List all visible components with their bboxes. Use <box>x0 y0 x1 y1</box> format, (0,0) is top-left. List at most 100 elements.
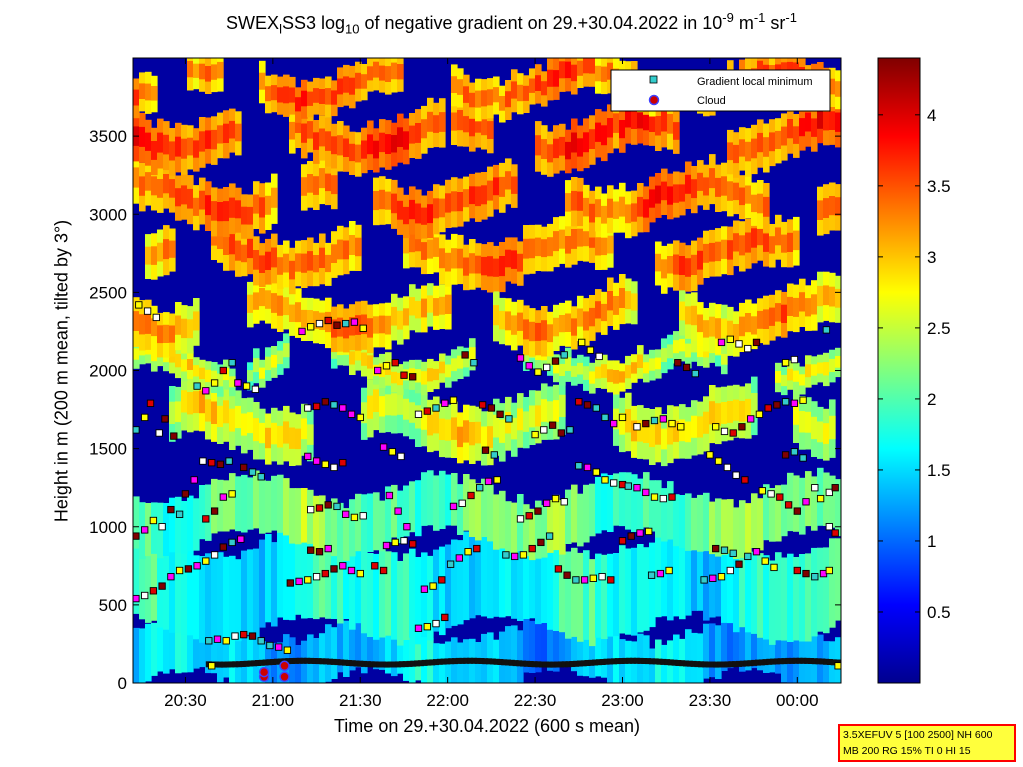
surface-marker <box>315 658 322 665</box>
heatmap-cell <box>625 409 632 433</box>
heatmap-cell <box>709 242 716 262</box>
heatmap-cell <box>565 61 572 79</box>
heatmap-cell <box>397 64 404 80</box>
heatmap-cell <box>475 90 482 108</box>
heatmap-cell <box>829 358 836 372</box>
gradient-minimum-point <box>146 399 155 407</box>
heatmap-cell <box>319 168 326 189</box>
heatmap-cell <box>727 401 734 423</box>
heatmap-cell <box>673 340 680 354</box>
heatmap-cell <box>331 627 338 679</box>
heatmap-cell <box>535 405 542 427</box>
gradient-minimum-point <box>133 426 140 434</box>
gradient-minimum-point <box>668 493 676 501</box>
heatmap-cell <box>205 66 212 82</box>
gradient-minimum-point <box>470 359 478 367</box>
heatmap-cell <box>487 632 494 683</box>
gradient-minimum-point <box>356 569 364 578</box>
heatmap-cell <box>295 645 302 683</box>
heatmap-cell <box>625 107 632 128</box>
heatmap-cell <box>625 640 632 683</box>
gradient-minimum-point <box>650 493 659 501</box>
heatmap-cell <box>469 347 476 361</box>
heatmap-cell <box>757 553 764 638</box>
y-tick-label: 0 <box>118 674 127 693</box>
gradient-minimum-point <box>225 457 233 465</box>
heatmap-cell <box>415 123 422 143</box>
surface-marker <box>296 657 303 664</box>
heatmap-cell <box>205 553 212 643</box>
heatmap-cell <box>283 253 290 273</box>
heatmap-cell <box>259 422 266 444</box>
heatmap-cell <box>643 362 650 374</box>
heatmap-cell <box>715 498 722 557</box>
gradient-minimum-point <box>656 569 665 578</box>
heatmap-cell <box>193 311 200 331</box>
gradient-minimum-point <box>825 523 833 531</box>
heatmap-cell <box>259 539 266 628</box>
heatmap-cell <box>469 638 476 683</box>
heatmap-cell <box>253 470 260 529</box>
heatmap-cell <box>787 629 794 683</box>
heatmap-cell <box>685 629 692 683</box>
heatmap-cell <box>613 473 620 526</box>
gradient-minimum-point <box>752 338 761 347</box>
heatmap-cell <box>469 186 476 205</box>
gradient-minimum-point <box>347 410 356 418</box>
heatmap-cell <box>445 193 452 213</box>
heatmap-cell <box>289 488 296 544</box>
y-tick-label: 1000 <box>89 518 127 537</box>
heatmap-cell <box>649 358 656 371</box>
heatmap-cell <box>829 475 836 528</box>
heatmap-cell <box>493 177 500 196</box>
heatmap-cell <box>517 312 524 331</box>
gradient-minimum-point <box>831 484 839 492</box>
heatmap-cell <box>277 530 284 618</box>
heatmap-cell <box>607 553 614 637</box>
gradient-minimum-point <box>400 371 408 379</box>
heatmap-cell <box>697 250 704 270</box>
gradient-minimum-point <box>339 404 347 412</box>
heatmap-cell <box>151 348 158 362</box>
heatmap-cell <box>427 239 434 259</box>
gradient-minimum-point <box>205 637 213 645</box>
heatmap-cell <box>505 533 512 617</box>
heatmap-cell <box>421 552 428 638</box>
heatmap-cell <box>487 180 494 201</box>
heatmap-cell <box>721 239 728 259</box>
heatmap-cell <box>505 311 512 331</box>
surface-marker <box>675 660 682 666</box>
heatmap-cell <box>679 301 686 321</box>
heatmap-cell <box>661 644 668 683</box>
heatmap-cell <box>595 553 602 638</box>
heatmap-cell <box>409 199 416 220</box>
surface-marker <box>482 658 489 665</box>
heatmap-cell <box>481 426 488 449</box>
heatmap-cell <box>409 297 416 316</box>
gradient-minimum-point <box>190 476 198 484</box>
heatmap-cell <box>295 97 302 112</box>
gradient-minimum-point <box>193 382 201 390</box>
colorbar-tick-label: 1 <box>927 532 936 551</box>
surface-marker <box>383 661 390 668</box>
heatmap-cell <box>595 122 602 142</box>
heatmap-cell <box>499 419 506 443</box>
gradient-minimum-point <box>825 488 833 497</box>
gradient-minimum-point <box>315 548 324 556</box>
gradient-minimum-point <box>359 512 367 520</box>
heatmap-cell <box>205 369 212 383</box>
heatmap-cell <box>745 398 752 421</box>
heatmap-cell <box>253 250 260 270</box>
heatmap-cell <box>457 426 464 448</box>
heatmap-cell <box>355 237 362 257</box>
heatmap-cell <box>535 537 542 625</box>
surface-marker <box>576 660 583 667</box>
heatmap-cell <box>601 554 608 639</box>
heatmap-cell <box>775 130 782 149</box>
heatmap-cell <box>253 636 260 683</box>
heatmap-cell <box>781 484 788 537</box>
heatmap-cell <box>511 250 518 269</box>
gradient-minimum-point <box>414 410 423 418</box>
heatmap-cell <box>289 121 296 140</box>
heatmap-cell <box>439 418 446 440</box>
